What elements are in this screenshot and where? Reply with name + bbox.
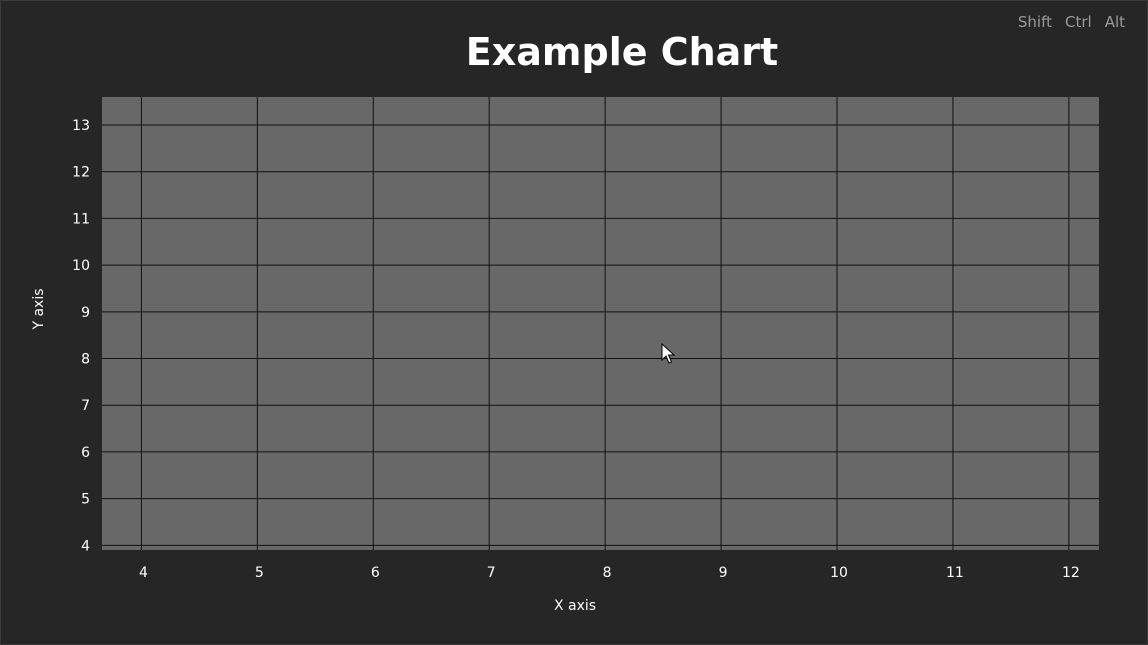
- modifier-shift: Shift: [1017, 13, 1052, 31]
- y-tick-label: 4: [81, 538, 90, 554]
- x-tick-label: 7: [487, 565, 496, 581]
- modifier-ctrl: Ctrl: [1064, 13, 1092, 31]
- y-tick-label: 13: [72, 118, 90, 134]
- y-tick-label: 5: [81, 492, 90, 508]
- x-tick-label: 9: [719, 565, 728, 581]
- mouse-cursor-icon: [661, 342, 676, 364]
- y-tick-label: 6: [81, 445, 90, 461]
- y-tick-label: 8: [81, 352, 90, 368]
- y-tick-label: 7: [81, 398, 90, 414]
- x-tick-label: 5: [255, 565, 264, 581]
- y-tick-label: 9: [81, 305, 90, 321]
- x-axis-label: X axis: [554, 598, 596, 614]
- modifier-keys-indicator: Shift Ctrl Alt: [1018, 13, 1125, 31]
- x-tick-label: 4: [139, 565, 148, 581]
- y-tick-label: 10: [72, 258, 90, 274]
- grid-lines: [102, 97, 1099, 550]
- x-tick-label: 10: [830, 565, 848, 581]
- y-tick-label: 11: [72, 211, 90, 227]
- x-tick-label: 8: [603, 565, 612, 581]
- modifier-alt: Alt: [1104, 13, 1125, 31]
- y-axis-label: Y axis: [31, 288, 47, 330]
- chart-title: Example Chart: [466, 30, 778, 74]
- y-tick-labels: 4 5 6 7 8 9 10 11 12 13: [72, 118, 90, 554]
- x-tick-labels: 4 5 6 7 8 9 10 11 12: [139, 565, 1080, 581]
- x-tick-label: 6: [371, 565, 380, 581]
- x-tick-label: 11: [946, 565, 964, 581]
- x-tick-label: 12: [1062, 565, 1080, 581]
- plot-area[interactable]: [102, 97, 1099, 550]
- y-tick-label: 12: [72, 165, 90, 181]
